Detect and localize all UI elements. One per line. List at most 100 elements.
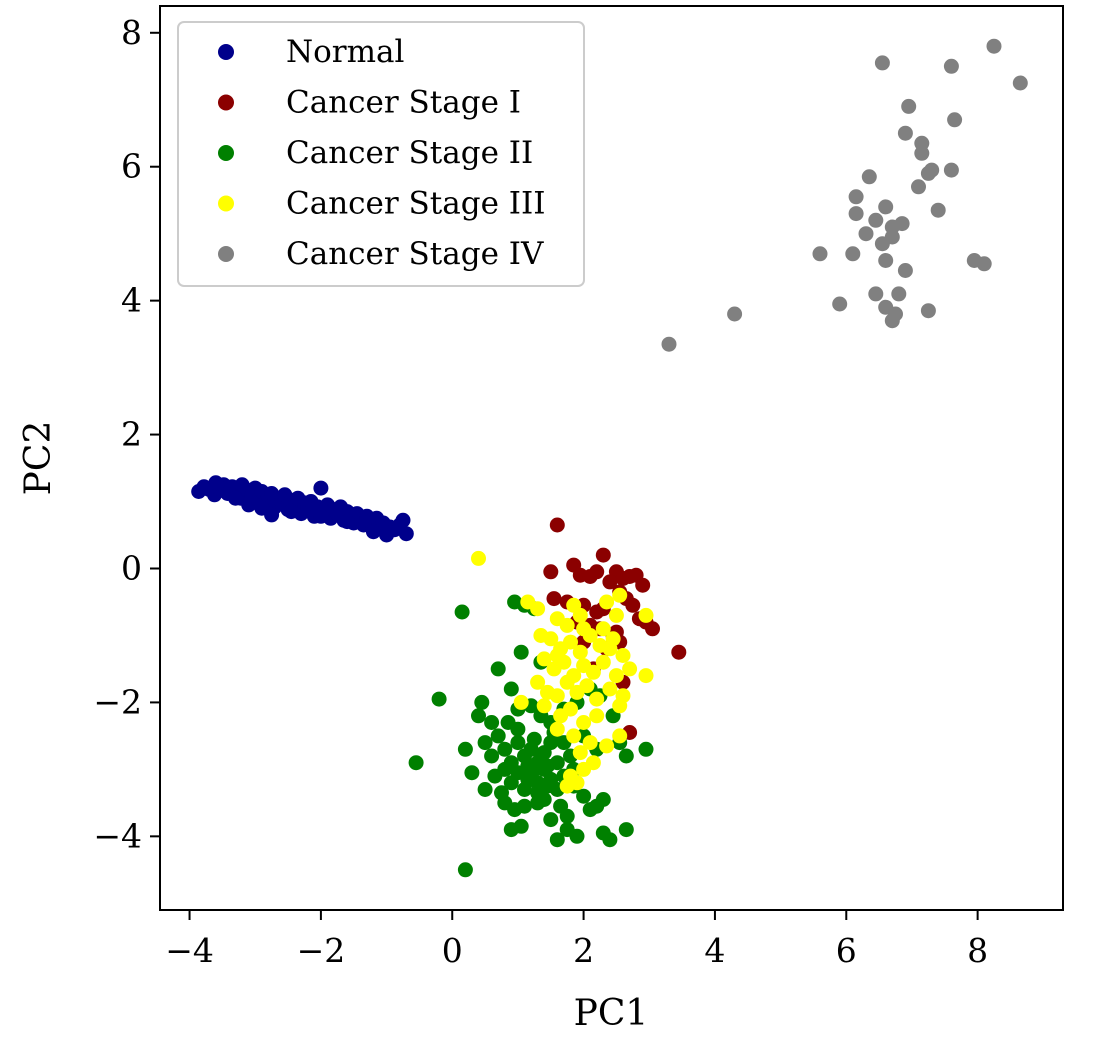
data-point [645, 621, 660, 637]
data-point [536, 792, 552, 807]
data-point [549, 648, 565, 663]
data-point [549, 721, 565, 737]
data-point [530, 601, 546, 617]
data-point [572, 745, 588, 761]
data-point [589, 708, 605, 724]
data-point [901, 98, 917, 114]
data-point [635, 577, 651, 593]
data-point [457, 741, 473, 757]
data-point [526, 731, 542, 747]
data-point [510, 721, 526, 737]
data-point [1012, 75, 1028, 91]
data-point [589, 604, 605, 620]
data-point [477, 735, 493, 751]
data-point [540, 758, 555, 774]
y-axis-label: PC2 [18, 421, 59, 496]
data-point [490, 661, 506, 677]
legend-marker [218, 94, 234, 111]
data-point [520, 771, 536, 787]
data-point [602, 832, 618, 848]
data-point [595, 547, 611, 563]
data-point [477, 782, 493, 797]
data-point [608, 668, 624, 684]
data-point [638, 607, 654, 623]
data-point [576, 761, 592, 777]
legend-marker [218, 195, 234, 212]
data-point [897, 263, 913, 278]
data-point [454, 604, 470, 620]
data-point [553, 798, 569, 814]
data-point [930, 202, 946, 218]
data-point [536, 698, 552, 714]
data-point [543, 564, 559, 580]
data-point [943, 162, 959, 178]
data-point [638, 741, 654, 757]
data-point [572, 644, 588, 660]
data-point [576, 788, 592, 804]
data-point [517, 798, 532, 814]
data-point [582, 628, 598, 643]
data-point [812, 246, 828, 262]
legend: Normal Cancer Stage I Cancer Stage II Cance… [177, 21, 585, 287]
data-point [868, 212, 884, 228]
data-point [861, 169, 877, 185]
data-point [408, 755, 424, 771]
data-point [891, 286, 907, 302]
data-point [559, 674, 575, 690]
data-point [845, 246, 861, 262]
data-point [536, 651, 552, 667]
points-layer [191, 38, 1028, 878]
data-point [595, 792, 611, 807]
y-tick-label: 0 [121, 548, 142, 587]
data-point [490, 728, 506, 744]
data-point [457, 862, 473, 878]
x-tick-label: −4 [165, 931, 214, 970]
data-point [576, 715, 592, 730]
data-point [943, 58, 959, 74]
data-point [579, 678, 595, 694]
x-tick-label: 2 [573, 931, 594, 970]
data-point [947, 112, 963, 128]
data-point [431, 691, 447, 707]
data-point [569, 775, 585, 791]
data-point [494, 785, 509, 801]
data-point [615, 648, 631, 663]
y-tick-label: 6 [121, 147, 142, 186]
data-point [566, 728, 582, 744]
data-point [727, 306, 743, 322]
legend-entry-label: Cancer Stage IV [286, 236, 544, 272]
x-tick-label: 0 [442, 931, 463, 970]
data-point [503, 681, 519, 697]
y-tick-label: 4 [121, 281, 142, 320]
y-tick-label: 2 [121, 415, 142, 454]
data-point [911, 179, 926, 195]
data-point [471, 550, 486, 566]
data-point [497, 741, 513, 757]
data-point [513, 818, 529, 834]
data-point [543, 812, 559, 828]
series-cancer-stage-iv [661, 38, 1028, 352]
data-point [339, 514, 355, 530]
data-point [549, 832, 565, 848]
data-point [595, 621, 611, 637]
x-tick-label: 8 [967, 931, 988, 970]
data-point [622, 661, 638, 677]
legend-box [177, 21, 585, 287]
data-point [878, 199, 894, 215]
legend-entry-label: Cancer Stage II [286, 135, 533, 171]
data-point [549, 517, 565, 533]
data-point [868, 286, 884, 302]
data-point [398, 526, 414, 542]
series-normal [191, 475, 414, 543]
data-point [484, 715, 500, 730]
data-point [618, 748, 634, 764]
data-point [858, 226, 874, 242]
data-point [884, 313, 900, 329]
data-point [599, 594, 615, 610]
data-point [608, 607, 624, 623]
series-cancer-stage-iii [471, 550, 654, 794]
data-point [874, 55, 890, 71]
data-point [595, 654, 611, 670]
data-point [540, 778, 555, 794]
